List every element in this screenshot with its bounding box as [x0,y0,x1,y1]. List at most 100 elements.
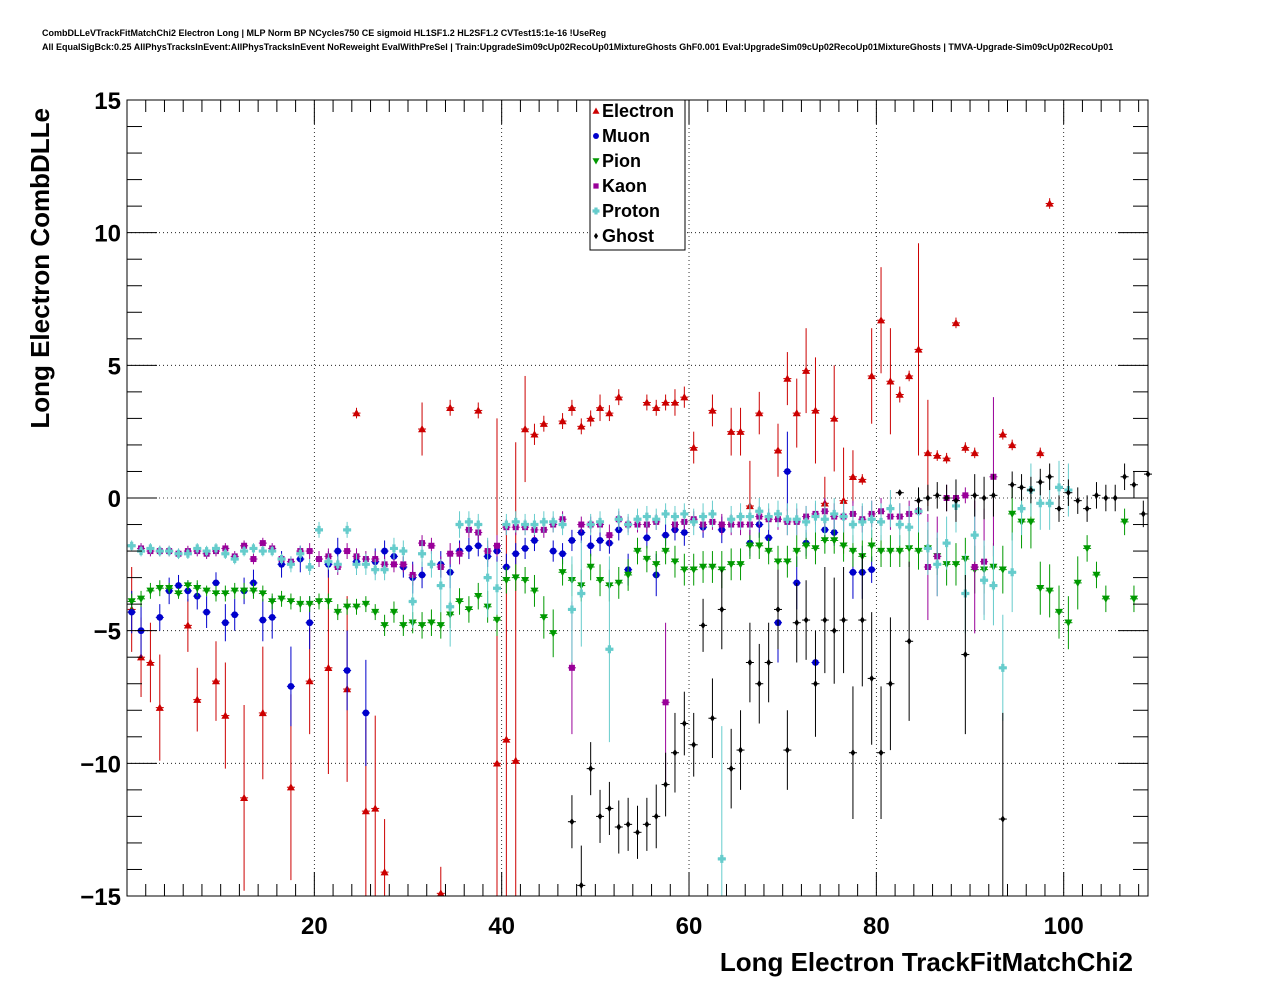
data-point [867,371,876,380]
y-tick-label: −15 [80,884,121,911]
data-point [183,582,192,590]
data-point [661,398,670,406]
data-point [914,547,923,556]
data-point [577,589,586,598]
data-point [663,780,669,789]
data-point [174,590,183,598]
data-point [1000,815,1006,823]
data-point [794,619,800,627]
data-point [428,542,435,549]
data-point [408,597,417,606]
data-point [155,585,164,593]
data-point [221,590,230,598]
data-point [624,571,633,579]
data-point [783,515,792,524]
data-point [202,587,211,595]
data-point [183,549,192,558]
data-point [755,542,764,550]
data-point [953,497,959,505]
data-point [914,345,923,353]
data-point [738,746,743,754]
legend-box [589,99,686,251]
data-point [418,622,427,630]
data-point [1047,473,1053,481]
data-point [764,547,773,556]
data-point [700,621,706,629]
data-point [333,560,342,569]
legend-marker-kaon [593,183,599,189]
data-point [315,598,324,606]
data-point [736,512,745,521]
data-point [764,512,773,521]
data-point [361,560,370,569]
data-point [784,746,790,754]
data-point [324,598,333,606]
data-point [783,468,791,475]
data-point [811,512,820,521]
data-point [418,549,427,558]
data-point [249,544,258,553]
data-point [1122,473,1127,481]
y-tick-label: 15 [94,88,121,115]
data-point [549,517,558,526]
data-point [951,318,960,327]
data-point [811,545,820,553]
data-point [512,550,520,558]
data-point [718,521,725,528]
data-point [174,549,183,558]
data-point [483,573,492,582]
data-point [1131,481,1137,489]
data-point [878,749,884,757]
data-point [1120,518,1129,526]
data-point [661,547,670,556]
data-point [203,608,211,616]
data-point [240,547,249,556]
data-point [212,579,220,587]
axis-tick-labels: 20 40 60 80 100 −15 −10 −5 0 5 10 15 [80,88,1083,940]
data-point [644,820,650,828]
data-point [465,545,473,552]
data-point [710,714,715,722]
data-point [727,427,736,435]
data-point [1084,505,1090,513]
chart-title-line-1: CombDLLeVTrackFitMatchChi2 Electron Long… [42,28,607,38]
data-point [447,550,454,557]
data-point [867,542,876,550]
data-point [597,812,603,820]
data-points [127,198,1152,897]
data-point [315,525,324,534]
x-tick-label: 60 [676,913,703,940]
data-point [680,393,689,401]
data-point [895,547,904,556]
data-point [708,509,717,518]
data-point [605,645,614,654]
data-point [1112,494,1118,502]
data-point [268,547,277,556]
data-point [708,563,717,571]
data-point [569,818,575,826]
x-tick-label: 80 [863,913,890,940]
data-point [436,889,445,897]
data-point [765,534,773,542]
data-point [578,521,585,528]
data-point [165,585,174,593]
y-axis-title: Long Electron CombDLLe [25,108,55,429]
data-point [614,393,623,401]
data-point [268,614,276,621]
data-point [324,557,333,566]
data-point [606,532,613,539]
data-point [511,517,520,526]
data-point [586,563,595,571]
data-point [362,709,370,717]
data-point [1064,619,1073,627]
data-point [774,446,783,454]
data-point [1083,545,1092,553]
data-point [736,427,745,435]
data-point [400,561,407,568]
data-point [981,494,987,502]
data-point [923,544,932,553]
data-point [381,547,388,555]
data-point [230,587,239,595]
data-point [344,548,351,555]
data-point [305,600,314,609]
